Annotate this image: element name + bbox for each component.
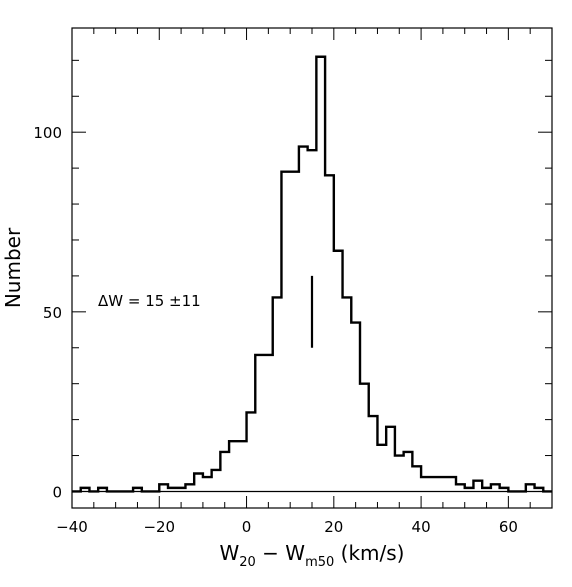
x-tick-label: 40 (412, 518, 431, 536)
x-tick-label: 60 (499, 518, 518, 536)
plot-frame (71, 27, 553, 509)
histogram-series (72, 55, 552, 493)
y-tick-label: 50 (43, 304, 62, 322)
x-title-sub1: 20 (239, 555, 256, 570)
x-tick-labels: −40 −20 0 20 40 60 (56, 518, 518, 536)
x-tick-label: −40 (56, 518, 88, 536)
x-title-base: W (220, 541, 240, 565)
x-title-sub2: m50 (305, 555, 334, 570)
y-tick-labels: 0 50 100 (33, 124, 62, 501)
y-tick-label: 100 (33, 124, 62, 142)
x-tick-label: 20 (324, 518, 343, 536)
x-axis-title: W20 − Wm50 (km/s) (220, 541, 405, 570)
y-axis-title: Number (1, 227, 25, 308)
annotation-text: ΔW = 15 ±11 (98, 292, 201, 310)
tick-marks (71, 28, 553, 508)
x-title-unit: (km/s) (334, 541, 404, 565)
x-title-mid: − W (256, 541, 305, 565)
x-tick-label: −20 (143, 518, 175, 536)
y-tick-label: 0 (52, 483, 62, 501)
x-tick-label: 0 (242, 518, 252, 536)
